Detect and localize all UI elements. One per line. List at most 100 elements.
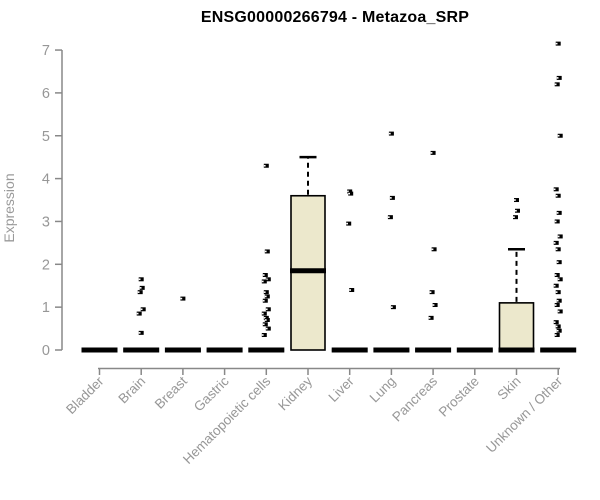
outlier-point-notch xyxy=(261,312,264,315)
outlier-point xyxy=(554,82,560,87)
outlier-point-notch xyxy=(140,308,143,311)
outlier-point-notch xyxy=(513,216,515,218)
outlier-point xyxy=(554,273,560,278)
outlier-point xyxy=(264,294,270,299)
outlier-point-notch xyxy=(430,152,433,154)
outlier-point xyxy=(263,315,269,320)
y-tick-label: 5 xyxy=(42,129,50,145)
outlier-point-notch xyxy=(428,317,431,319)
outlier-point xyxy=(139,285,145,290)
outlier-point xyxy=(556,210,562,215)
outlier-point-notch xyxy=(262,299,265,302)
outlier-point-notch xyxy=(138,332,141,334)
outlier-point-notch xyxy=(349,289,351,291)
outlier-point xyxy=(515,208,520,213)
x-tick-label: Pancreas xyxy=(389,373,440,424)
x-tick-label: Breast xyxy=(152,373,190,411)
outlier-point-notch xyxy=(348,192,350,195)
outlier-point xyxy=(513,215,518,220)
outlier-point-notch xyxy=(555,291,558,293)
outlier-point-notch xyxy=(264,319,267,321)
outlier-point xyxy=(556,75,562,80)
x-tick-label: Brain xyxy=(115,374,148,407)
outlier-point-notch xyxy=(557,310,560,313)
outlier-point-notch xyxy=(555,42,558,45)
outlier-point-notch xyxy=(555,248,558,251)
outlier-point-notch xyxy=(556,329,559,332)
outlier-point-notch xyxy=(139,287,142,289)
outlier-point xyxy=(555,324,561,329)
outlier-point xyxy=(430,150,436,155)
outlier-point xyxy=(554,303,560,308)
y-tick-label: 3 xyxy=(42,214,50,230)
outlier-point-notch xyxy=(553,188,556,191)
y-tick-label: 7 xyxy=(42,43,50,59)
outlier-point xyxy=(390,305,396,310)
outlier-point-notch xyxy=(390,306,393,308)
outlier-point xyxy=(554,333,560,338)
outlier-point xyxy=(553,240,559,245)
outlier-point xyxy=(180,296,186,301)
outlier-point-notch xyxy=(387,216,390,218)
outlier-point-notch xyxy=(138,278,141,281)
x-tick-label: Skin xyxy=(494,374,523,403)
outlier-point-notch xyxy=(389,197,392,199)
outlier-point-notch xyxy=(262,323,265,326)
outlier-point-notch xyxy=(347,190,349,193)
outlier-point-notch xyxy=(554,274,557,276)
outlier-point xyxy=(555,247,561,252)
chart-title: ENSG00000266794 - Metazoa_SRP xyxy=(200,9,470,26)
outlier-point xyxy=(429,290,435,295)
outlier-point xyxy=(347,189,353,194)
x-tick-label: Gastric xyxy=(191,373,232,414)
outlier-point xyxy=(555,290,561,295)
outlier-point xyxy=(261,279,267,284)
outlier-point-notch xyxy=(557,235,560,238)
outlier-point xyxy=(557,133,563,138)
x-tick-label: Unknown / Other xyxy=(483,373,566,456)
outlier-point xyxy=(389,195,395,200)
outlier-point xyxy=(137,290,143,295)
y-tick-label: 6 xyxy=(42,86,50,102)
outlier-point-notch xyxy=(556,77,559,79)
outlier-point xyxy=(432,303,438,308)
outlier-point xyxy=(262,322,268,327)
outlier-point-notch xyxy=(553,284,556,287)
outlier-point-notch xyxy=(388,132,391,135)
outlier-point-notch xyxy=(261,334,264,336)
y-tick-label: 2 xyxy=(42,257,50,273)
outlier-point-notch xyxy=(264,295,267,298)
outlier-point xyxy=(346,221,352,226)
outlier-point-notch xyxy=(264,250,267,253)
outlier-point-notch xyxy=(136,312,139,315)
outlier-point xyxy=(265,277,271,282)
outlier-point xyxy=(265,326,271,331)
x-tick-label: Liver xyxy=(326,373,358,405)
outlier-point xyxy=(136,311,142,316)
outlier-point-notch xyxy=(557,278,560,281)
outlier-point xyxy=(138,330,144,335)
outlier-point-notch xyxy=(553,242,556,244)
outlier-point xyxy=(553,283,559,288)
outlier-point xyxy=(553,320,559,325)
outlier-point xyxy=(556,298,562,303)
outlier-point xyxy=(262,298,268,303)
box xyxy=(498,302,535,351)
outlier-point-notch xyxy=(429,291,432,293)
outlier-point xyxy=(262,273,268,278)
outlier-point-notch xyxy=(556,299,559,302)
outlier-point-notch xyxy=(262,274,265,276)
outlier-point xyxy=(553,187,559,192)
outlier-point-notch xyxy=(346,222,348,225)
outlier-point xyxy=(261,333,267,338)
y-tick-label: 4 xyxy=(42,172,50,188)
outlier-point xyxy=(557,277,563,282)
outlier-point xyxy=(555,41,561,46)
outlier-point-notch xyxy=(265,308,268,311)
outlier-point-notch xyxy=(263,317,266,319)
outlier-point-notch xyxy=(554,334,557,336)
outlier-point xyxy=(265,307,271,312)
outlier-point xyxy=(388,131,394,136)
